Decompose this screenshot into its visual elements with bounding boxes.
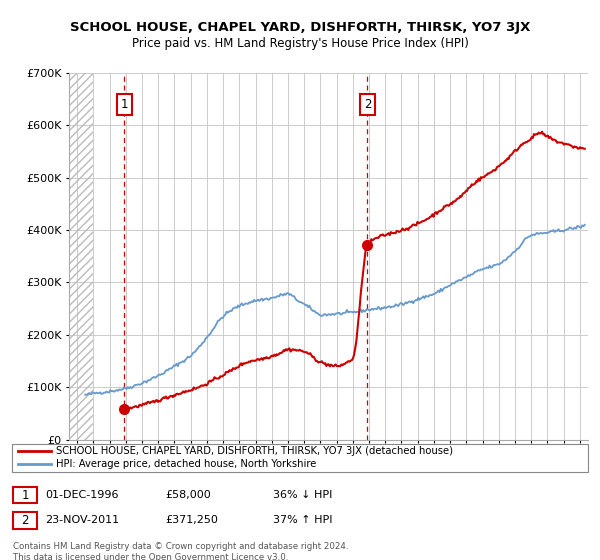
Text: 37% ↑ HPI: 37% ↑ HPI	[273, 515, 332, 525]
Text: Price paid vs. HM Land Registry's House Price Index (HPI): Price paid vs. HM Land Registry's House …	[131, 37, 469, 50]
Text: 1: 1	[22, 488, 29, 502]
Text: 2: 2	[22, 514, 29, 527]
Text: 1: 1	[121, 98, 128, 111]
Text: £58,000: £58,000	[165, 490, 211, 500]
Text: HPI: Average price, detached house, North Yorkshire: HPI: Average price, detached house, Nort…	[56, 459, 316, 469]
Text: SCHOOL HOUSE, CHAPEL YARD, DISHFORTH, THIRSK, YO7 3JX (detached house): SCHOOL HOUSE, CHAPEL YARD, DISHFORTH, TH…	[56, 446, 453, 456]
Bar	[69, 73, 94, 440]
Text: 23-NOV-2011: 23-NOV-2011	[45, 515, 119, 525]
Text: 01-DEC-1996: 01-DEC-1996	[45, 490, 119, 500]
Text: Contains HM Land Registry data © Crown copyright and database right 2024.
This d: Contains HM Land Registry data © Crown c…	[13, 542, 349, 560]
Text: 2: 2	[364, 98, 371, 111]
Text: SCHOOL HOUSE, CHAPEL YARD, DISHFORTH, THIRSK, YO7 3JX: SCHOOL HOUSE, CHAPEL YARD, DISHFORTH, TH…	[70, 21, 530, 34]
Text: 36% ↓ HPI: 36% ↓ HPI	[273, 490, 332, 500]
Bar	[69, 73, 94, 440]
Text: £371,250: £371,250	[165, 515, 218, 525]
